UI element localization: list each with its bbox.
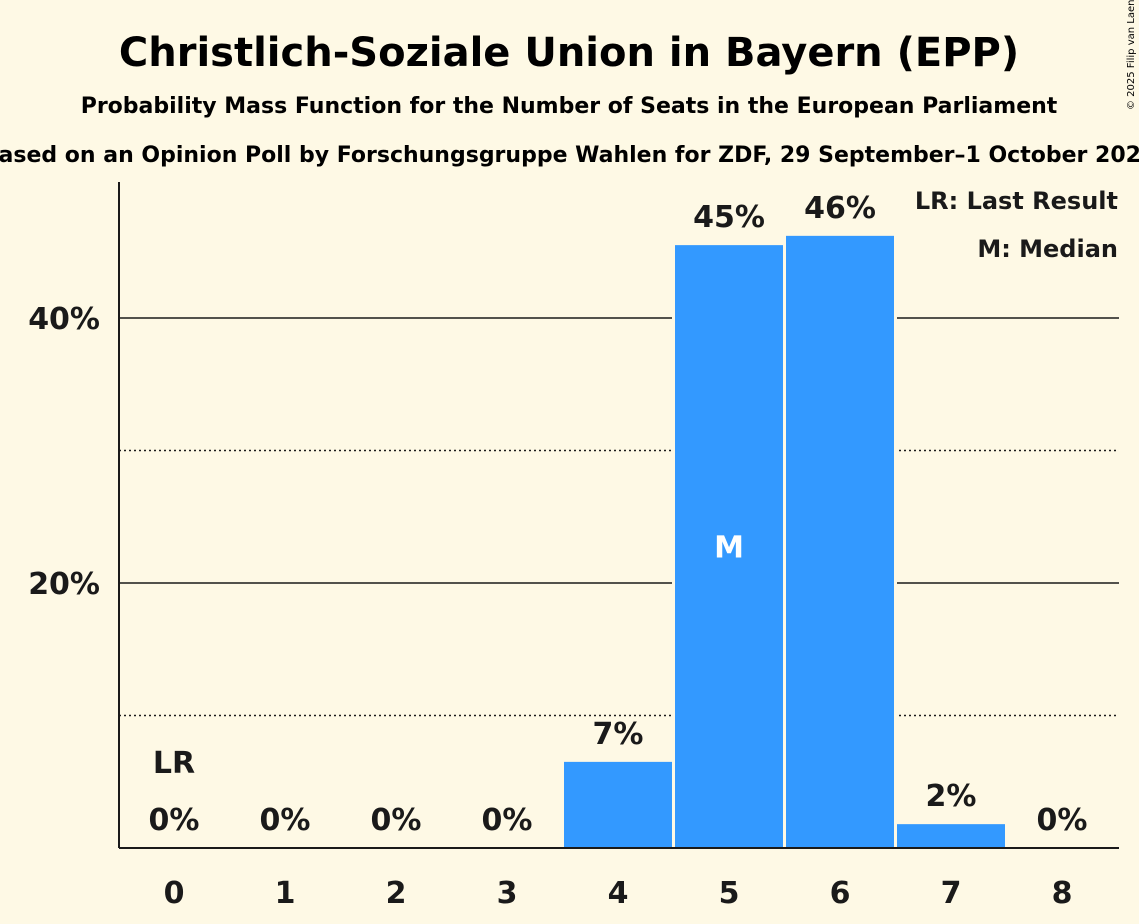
x-tick-label: 4 [608, 876, 629, 911]
value-label: 45% [693, 200, 765, 235]
x-tick-label: 1 [275, 876, 296, 911]
x-tick-label: 5 [719, 876, 740, 911]
chart-subtitle: Probability Mass Function for the Number… [81, 94, 1058, 119]
value-label: 2% [926, 779, 977, 814]
x-tick-label: 2 [386, 876, 407, 911]
legend-entry: M: Median [977, 235, 1118, 263]
chart-title: Christlich-Soziale Union in Bayern (EPP) [119, 30, 1019, 76]
chart-source: Based on an Opinion Poll by Forschungsgr… [0, 143, 1139, 168]
x-tick-label: 7 [941, 876, 962, 911]
value-labels: 0% 0% 0% 0% 7% 45% 46% 2% 0% M LR [149, 191, 1088, 838]
y-tick-label: 20% [28, 567, 100, 602]
x-tick-label: 3 [497, 876, 518, 911]
bar [675, 245, 783, 848]
x-tick-label: 0 [164, 876, 185, 911]
median-marker: M [714, 531, 744, 566]
x-tick-label: 6 [830, 876, 851, 911]
bars [561, 235, 1008, 849]
value-label: 0% [482, 803, 533, 838]
value-label: 46% [804, 191, 876, 226]
copyright: © 2025 Filip van Laenen [1126, 0, 1137, 110]
value-label: 0% [149, 803, 200, 838]
value-label: 0% [371, 803, 422, 838]
value-label: 0% [1037, 803, 1088, 838]
axes: 0 1 2 3 4 5 6 7 8 20% 40% [28, 182, 1119, 911]
x-tick-label: 8 [1052, 876, 1073, 911]
legend-entry: LR: Last Result [915, 187, 1118, 215]
bar [786, 235, 894, 849]
gridlines [119, 317, 1119, 717]
bar [564, 761, 672, 848]
last-result-marker: LR [153, 746, 195, 781]
y-tick-label: 40% [28, 302, 100, 337]
bar [897, 824, 1005, 848]
value-label: 0% [260, 803, 311, 838]
legend: LR: Last Result M: Median [915, 187, 1118, 263]
value-label: 7% [593, 717, 644, 752]
